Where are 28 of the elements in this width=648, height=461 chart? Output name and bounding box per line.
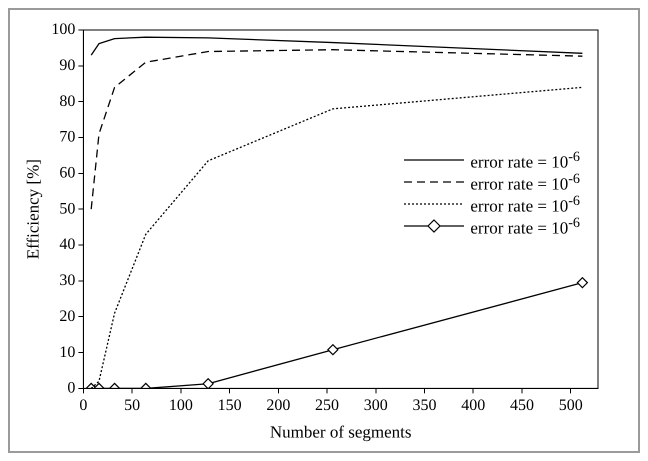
x-tick-label: 350: [412, 397, 437, 414]
x-tick-label: 0: [79, 397, 88, 414]
y-tick-label: 90: [59, 57, 76, 74]
y-tick-label: 40: [59, 236, 76, 254]
y-tick-label: 30: [59, 272, 76, 290]
y-tick-label: 100: [51, 21, 76, 38]
x-tick-label: 450: [510, 397, 534, 414]
x-tick-label: 150: [218, 397, 242, 414]
x-tick-label: 250: [315, 397, 340, 414]
x-tick-label: 400: [461, 397, 486, 414]
y-tick-label: 70: [59, 128, 76, 146]
y-tick-label: 10: [59, 344, 76, 361]
y-tick-label: 0: [67, 380, 76, 397]
x-axis-title: Number of segments: [270, 422, 412, 442]
y-tick-label: 50: [59, 200, 76, 218]
y-axis-title: Efficiency [%]: [24, 159, 43, 260]
x-tick-label: 200: [266, 397, 290, 414]
legend-label: error rate = 10$^{-6}$: [470, 215, 580, 238]
legend-label: error rate = 10$^{-6}$: [470, 171, 580, 194]
y-tick-label: 20: [59, 308, 76, 325]
x-tick-label: 500: [558, 397, 583, 414]
legend-label: error rate = 10$^{-6}$: [470, 148, 580, 174]
x-tick-label: 50: [124, 397, 140, 414]
y-tick-label: 60: [59, 164, 76, 182]
x-tick-label: 300: [364, 397, 388, 414]
y-tick-label: 80: [59, 92, 76, 110]
x-tick-label: 100: [168, 397, 193, 414]
legend-label: error rate = 10$^{-6}$: [470, 193, 580, 216]
